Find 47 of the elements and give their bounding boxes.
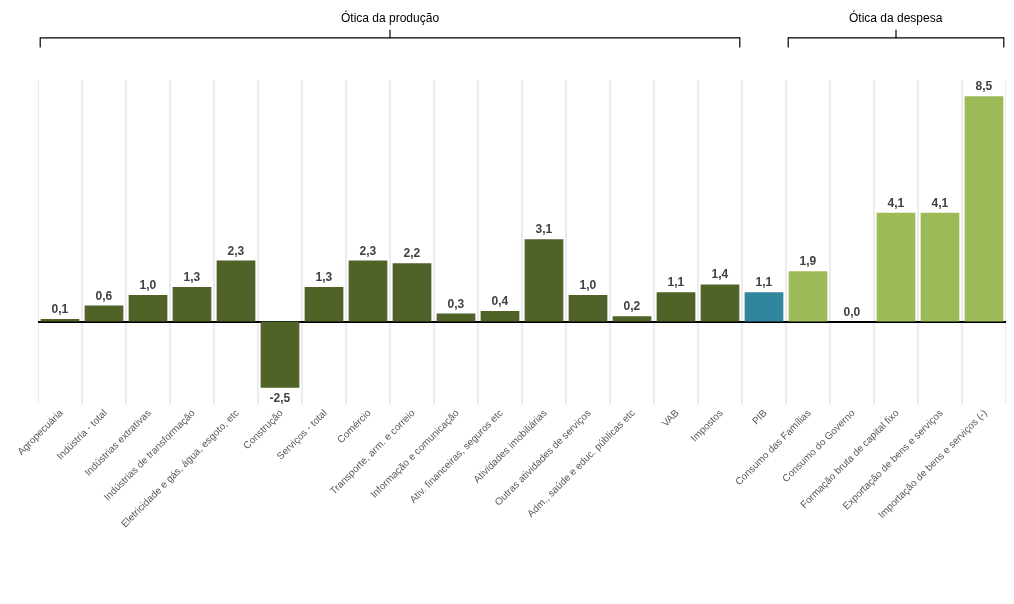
data-label: 1,0 [139,278,157,293]
data-label: 0,2 [623,299,641,314]
bar [788,271,828,322]
bar [964,96,1004,322]
bar [568,295,608,322]
data-label: 1,0 [579,278,597,293]
data-label: 1,4 [711,267,729,282]
data-label: 0,4 [491,293,509,308]
bar [304,287,344,322]
data-label: 0,6 [95,288,113,303]
x-tick-label: PIB [749,406,770,427]
data-label: 1,3 [183,270,201,285]
text: Ótica da produção [341,10,440,25]
bar [128,295,168,322]
bar [656,292,696,322]
bar [744,292,784,322]
data-label: 8,5 [975,79,993,94]
bar [480,310,520,322]
data-label: -2,5 [269,390,291,405]
data-label: 2,3 [359,243,377,258]
data-label: 4,1 [931,195,949,210]
bar [920,212,960,322]
bar [876,212,916,322]
data-label: 1,1 [755,275,773,290]
bar [392,263,432,322]
bar [348,260,388,322]
data-label: 1,1 [667,275,685,290]
data-label: 4,1 [887,195,905,210]
data-label: 1,9 [799,254,817,269]
bar [260,321,300,388]
text: Ótica da despesa [849,10,943,25]
x-tick-label: VAB [659,406,682,429]
bar [172,287,212,322]
bar [612,316,652,322]
data-label: 0,1 [51,301,69,316]
data-label: 1,3 [315,270,333,285]
bar [84,305,124,322]
data-label: 0,0 [843,304,861,319]
bar [524,239,564,322]
bar [40,318,80,322]
data-label: 2,2 [403,246,421,261]
bar [436,313,476,322]
data-label: 3,1 [535,222,553,237]
data-label: 2,3 [227,243,245,258]
bar [700,284,740,322]
bar [216,260,256,322]
data-label: 0,3 [447,296,465,311]
